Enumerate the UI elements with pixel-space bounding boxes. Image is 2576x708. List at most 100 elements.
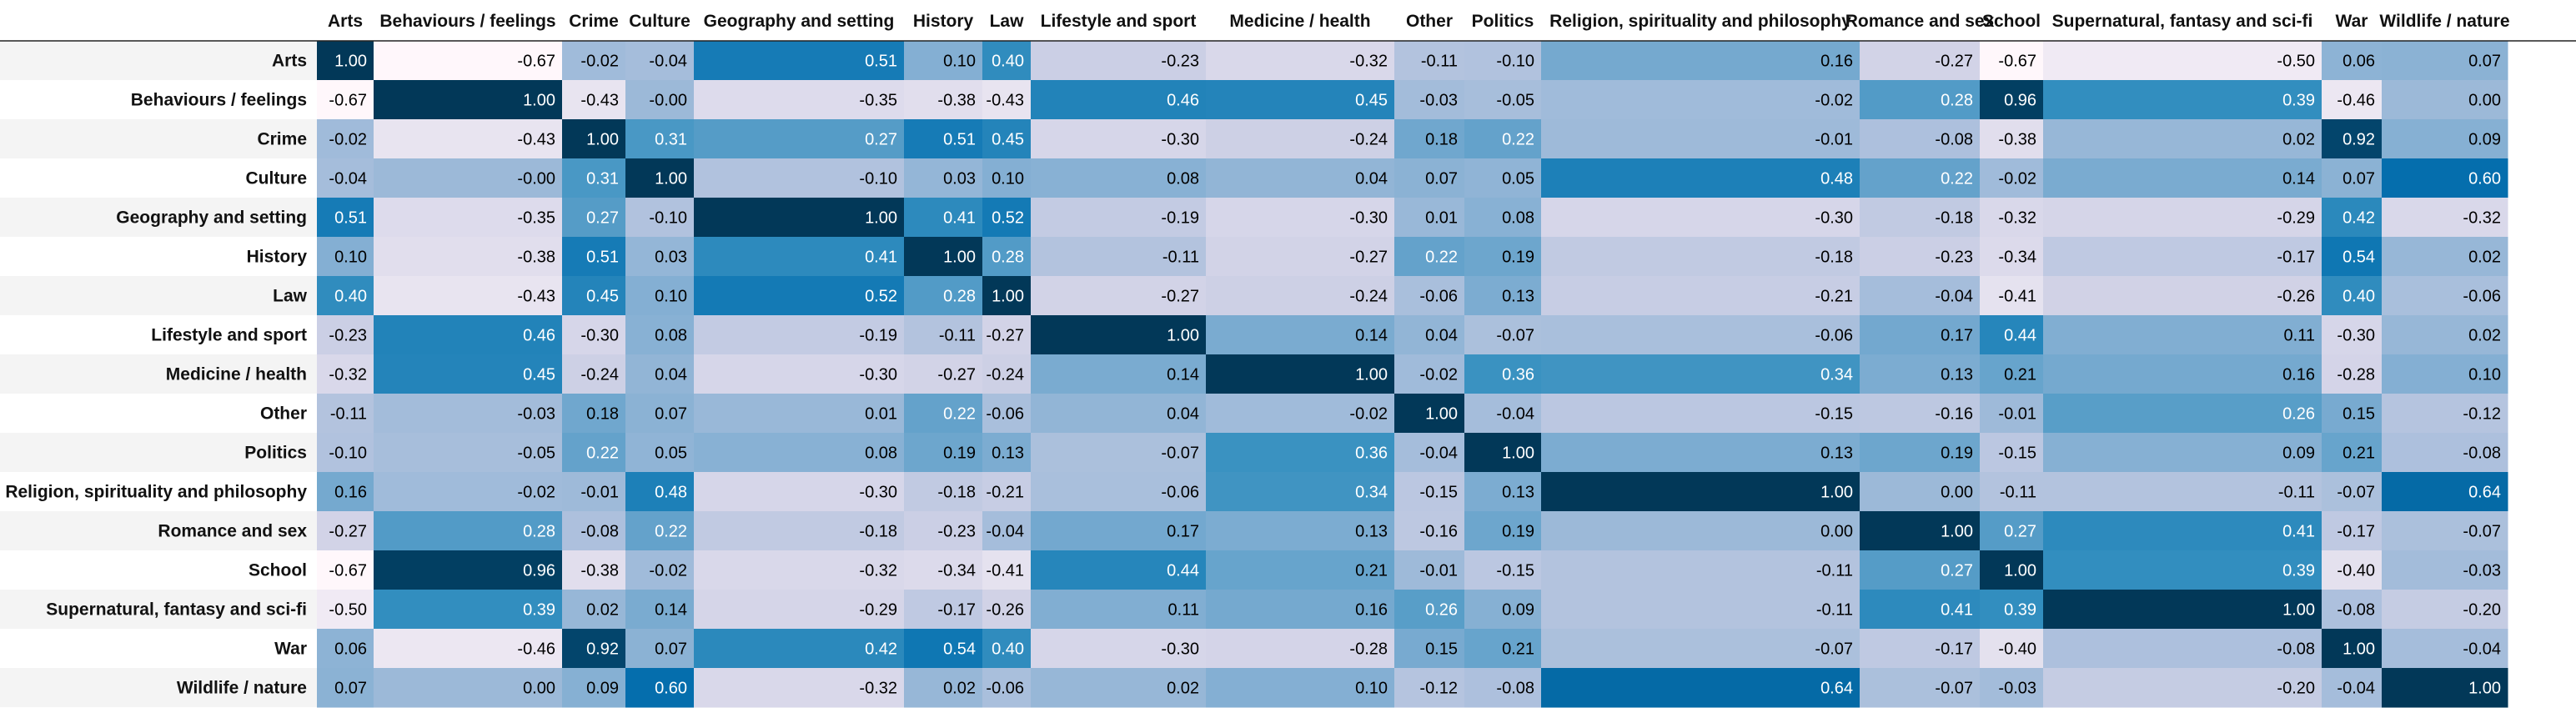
heatmap-cell — [694, 198, 905, 238]
heatmap-cell — [1464, 237, 1542, 277]
cell-value-label: -0.02 — [329, 131, 367, 149]
cell-value-label: -0.08 — [2277, 640, 2315, 659]
heatmap-cell — [1464, 394, 1542, 434]
cell-value-label: 0.19 — [1502, 523, 1534, 541]
heatmap-cell — [904, 198, 983, 238]
cell-value-label: 0.34 — [1820, 366, 1853, 384]
cell-value-label: 0.16 — [334, 484, 367, 502]
heatmap-cell — [1031, 354, 1207, 394]
heatmap-cell — [2382, 511, 2508, 551]
cell-value-label: -0.01 — [1815, 131, 1853, 149]
cell-value-label: 0.40 — [992, 53, 1024, 71]
cell-value-label: 1.00 — [865, 209, 897, 228]
row-label-school: School — [249, 561, 307, 580]
heatmap-cell — [1206, 80, 1395, 120]
cell-value-label: -0.40 — [2337, 562, 2375, 580]
heatmap-cell — [317, 472, 374, 512]
heatmap-cell — [982, 198, 1032, 238]
cell-value-label: 0.39 — [2004, 601, 2036, 620]
cell-value-label: -0.05 — [517, 444, 555, 463]
row-label-background — [0, 590, 317, 629]
heatmap-cell — [1980, 315, 2044, 355]
heatmap-cell — [2322, 590, 2383, 630]
heatmap-cell — [1860, 668, 1981, 708]
cell-value-label: 0.16 — [1355, 601, 1388, 620]
heatmap-cell — [904, 276, 983, 316]
heatmap-cell — [1206, 394, 1395, 434]
heatmap-cell — [2043, 550, 2322, 590]
row-label-geography-and-setting: Geography and setting — [116, 208, 307, 228]
heatmap-cell — [1464, 119, 1542, 159]
heatmap-cell — [374, 158, 563, 198]
heatmap-cell — [1860, 550, 1981, 590]
heatmap-cell — [2382, 629, 2508, 669]
cell-value-label: -0.06 — [1815, 327, 1853, 345]
cell-value-label: -0.18 — [859, 523, 897, 541]
heatmap-cell — [2382, 41, 2508, 81]
cell-value-label: -0.11 — [1816, 601, 1853, 620]
cell-value-label: -0.02 — [1815, 92, 1853, 110]
cell-value-label: -0.27 — [329, 523, 367, 541]
cell-value-label: 0.13 — [1502, 288, 1534, 306]
cell-value-label: 0.19 — [943, 444, 976, 463]
heatmap-cell — [1206, 276, 1395, 316]
cell-value-label: -0.06 — [986, 405, 1024, 424]
heatmap-cell — [904, 511, 983, 551]
cell-value-label: 0.22 — [943, 405, 976, 424]
cell-value-label: 0.09 — [2282, 444, 2315, 463]
cell-value-label: -0.04 — [2337, 680, 2375, 698]
cell-value-label: -0.02 — [1419, 366, 1458, 384]
cell-value-label: 0.16 — [1820, 53, 1853, 71]
heatmap-cell — [374, 354, 563, 394]
heatmap-cell — [904, 354, 983, 394]
column-label-romance-and-sex: Romance and sex — [1845, 12, 1995, 31]
heatmap-cell — [625, 41, 695, 81]
cell-value-label: 0.46 — [523, 327, 555, 345]
row-label-arts: Arts — [272, 52, 307, 71]
heatmap-cell — [1394, 119, 1465, 159]
cell-value-label: -0.04 — [649, 53, 687, 71]
heatmap-cell — [625, 276, 695, 316]
heatmap-cell — [1464, 158, 1542, 198]
heatmap-cell — [694, 668, 905, 708]
cell-value-label: -0.04 — [1419, 444, 1458, 463]
heatmap-cell — [1860, 629, 1981, 669]
heatmap-cell — [1394, 629, 1465, 669]
heatmap-cell — [2043, 41, 2322, 81]
heatmap-cell — [625, 80, 695, 120]
heatmap-cell — [1031, 41, 1207, 81]
cell-value-label: -0.03 — [2463, 562, 2501, 580]
heatmap-cell — [2382, 354, 2508, 394]
heatmap-cell — [1206, 315, 1395, 355]
heatmap-cell — [1394, 394, 1465, 434]
heatmap-cell — [1980, 119, 2044, 159]
cell-value-label: 0.27 — [2004, 523, 2036, 541]
cell-value-label: -0.34 — [937, 562, 976, 580]
cell-value-label: -0.03 — [517, 405, 555, 424]
heatmap-cell — [2322, 158, 2383, 198]
heatmap-cell — [1031, 315, 1207, 355]
cell-value-label: 0.28 — [523, 523, 555, 541]
cell-value-label: 0.52 — [992, 209, 1024, 228]
heatmap-cell — [1031, 668, 1207, 708]
cell-value-label: 0.41 — [865, 249, 897, 267]
heatmap-cell — [694, 354, 905, 394]
cell-value-label: 1.00 — [2343, 640, 2375, 659]
cell-value-label: 0.19 — [1941, 444, 1973, 463]
heatmap-cell — [1980, 511, 2044, 551]
heatmap-cell — [1541, 668, 1860, 708]
heatmap-cell — [1860, 237, 1981, 277]
heatmap-cell — [694, 590, 905, 630]
cell-value-label: 0.01 — [1425, 209, 1458, 228]
heatmap-cell — [374, 237, 563, 277]
heatmap-cell — [2322, 315, 2383, 355]
cell-value-label: -0.07 — [1815, 640, 1853, 659]
cell-value-label: 1.00 — [655, 170, 687, 188]
heatmap-cell — [2322, 198, 2383, 238]
heatmap-cell — [982, 276, 1032, 316]
heatmap-cell — [1541, 472, 1860, 512]
cell-value-label: -0.67 — [329, 562, 367, 580]
cell-value-label: -0.08 — [2463, 444, 2501, 463]
cell-value-label: 0.04 — [1425, 327, 1458, 345]
heatmap-cell — [1464, 668, 1542, 708]
